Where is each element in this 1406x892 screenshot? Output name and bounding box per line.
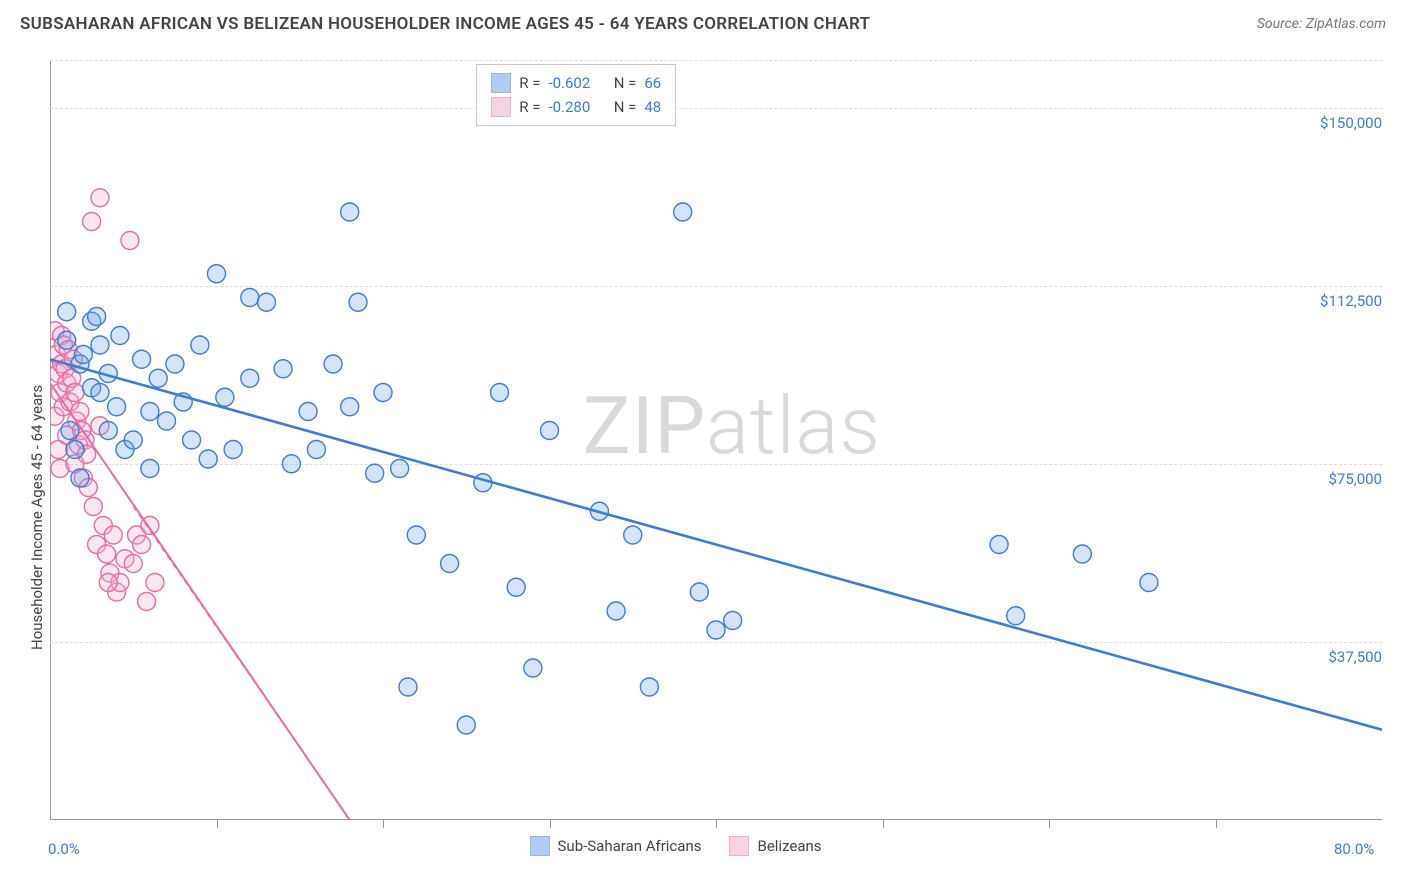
point-ssa bbox=[1140, 574, 1158, 592]
stat-r-value: -0.602 bbox=[548, 71, 590, 95]
point-ssa bbox=[624, 526, 642, 544]
point-ssa bbox=[341, 398, 359, 416]
point-ssa bbox=[58, 331, 76, 349]
stat-r-value: -0.280 bbox=[548, 95, 590, 119]
point-bel bbox=[121, 232, 139, 250]
point-ssa bbox=[61, 422, 79, 440]
point-ssa bbox=[74, 346, 92, 364]
point-bel bbox=[99, 574, 117, 592]
point-bel bbox=[83, 213, 101, 231]
point-ssa bbox=[524, 659, 542, 677]
point-ssa bbox=[1073, 545, 1091, 563]
stats-row-bel: R = -0.280 N = 48 bbox=[491, 95, 661, 119]
point-ssa bbox=[111, 327, 129, 345]
point-ssa bbox=[299, 403, 317, 421]
legend-item-ssa: Sub-Saharan Africans bbox=[530, 836, 702, 856]
point-ssa bbox=[99, 422, 117, 440]
point-ssa bbox=[491, 384, 509, 402]
stats-row-ssa: R = -0.602 N = 66 bbox=[491, 71, 661, 95]
point-ssa bbox=[674, 203, 692, 221]
point-ssa bbox=[407, 526, 425, 544]
point-ssa bbox=[124, 431, 142, 449]
point-ssa bbox=[183, 431, 201, 449]
point-ssa bbox=[257, 293, 275, 311]
point-ssa bbox=[391, 460, 409, 478]
stats-box: R = -0.602 N = 66 R = -0.280 N = 48 bbox=[476, 64, 676, 126]
stat-n-value: 66 bbox=[644, 71, 661, 95]
point-ssa bbox=[158, 412, 176, 430]
point-bel bbox=[98, 545, 116, 563]
point-ssa bbox=[241, 369, 259, 387]
point-ssa bbox=[66, 441, 84, 459]
point-ssa bbox=[640, 678, 658, 696]
regression-bel bbox=[50, 383, 350, 820]
point-ssa bbox=[990, 536, 1008, 554]
point-bel bbox=[133, 536, 151, 554]
point-bel bbox=[91, 189, 109, 207]
point-ssa bbox=[149, 369, 167, 387]
point-ssa bbox=[58, 303, 76, 321]
point-ssa bbox=[349, 293, 367, 311]
point-ssa bbox=[108, 398, 126, 416]
point-ssa bbox=[374, 384, 392, 402]
stat-r-label: R = bbox=[519, 95, 540, 119]
point-bel bbox=[138, 593, 156, 611]
point-ssa bbox=[282, 455, 300, 473]
point-ssa bbox=[199, 450, 217, 468]
point-ssa bbox=[88, 308, 106, 326]
point-bel bbox=[124, 555, 142, 573]
legend-swatch-bel bbox=[729, 836, 749, 856]
point-ssa bbox=[457, 716, 475, 734]
point-ssa bbox=[166, 355, 184, 373]
point-ssa bbox=[241, 289, 259, 307]
point-bel bbox=[84, 498, 102, 516]
point-ssa bbox=[141, 460, 159, 478]
point-ssa bbox=[208, 265, 226, 283]
point-ssa bbox=[91, 336, 109, 354]
stat-r-label: R = bbox=[519, 71, 540, 95]
point-bel bbox=[104, 526, 122, 544]
swatch-bel bbox=[491, 97, 511, 117]
plot-svg bbox=[0, 0, 1406, 892]
point-ssa bbox=[224, 441, 242, 459]
legend-label-bel: Belizeans bbox=[757, 837, 821, 855]
point-ssa bbox=[607, 602, 625, 620]
point-ssa bbox=[324, 355, 342, 373]
legend-item-bel: Belizeans bbox=[729, 836, 821, 856]
point-ssa bbox=[71, 469, 89, 487]
point-ssa bbox=[274, 360, 292, 378]
point-ssa bbox=[399, 678, 417, 696]
point-ssa bbox=[91, 384, 109, 402]
stat-n-value: 48 bbox=[644, 95, 661, 119]
point-ssa bbox=[724, 612, 742, 630]
point-ssa bbox=[133, 350, 151, 368]
point-ssa bbox=[216, 388, 234, 406]
point-bel bbox=[66, 384, 84, 402]
point-ssa bbox=[507, 578, 525, 596]
stat-n-label: N = bbox=[614, 95, 637, 119]
legend-label-ssa: Sub-Saharan Africans bbox=[558, 837, 702, 855]
stat-n-label: N = bbox=[614, 71, 637, 95]
point-bel bbox=[146, 574, 164, 592]
point-ssa bbox=[307, 441, 325, 459]
point-ssa bbox=[541, 422, 559, 440]
point-ssa bbox=[341, 203, 359, 221]
swatch-ssa bbox=[491, 73, 511, 93]
point-ssa bbox=[441, 555, 459, 573]
point-ssa bbox=[1007, 607, 1025, 625]
point-ssa bbox=[141, 403, 159, 421]
legend-swatch-ssa bbox=[530, 836, 550, 856]
point-ssa bbox=[707, 621, 725, 639]
legend: Sub-Saharan Africans Belizeans bbox=[530, 836, 822, 856]
point-ssa bbox=[191, 336, 209, 354]
point-ssa bbox=[366, 464, 384, 482]
point-ssa bbox=[690, 583, 708, 601]
